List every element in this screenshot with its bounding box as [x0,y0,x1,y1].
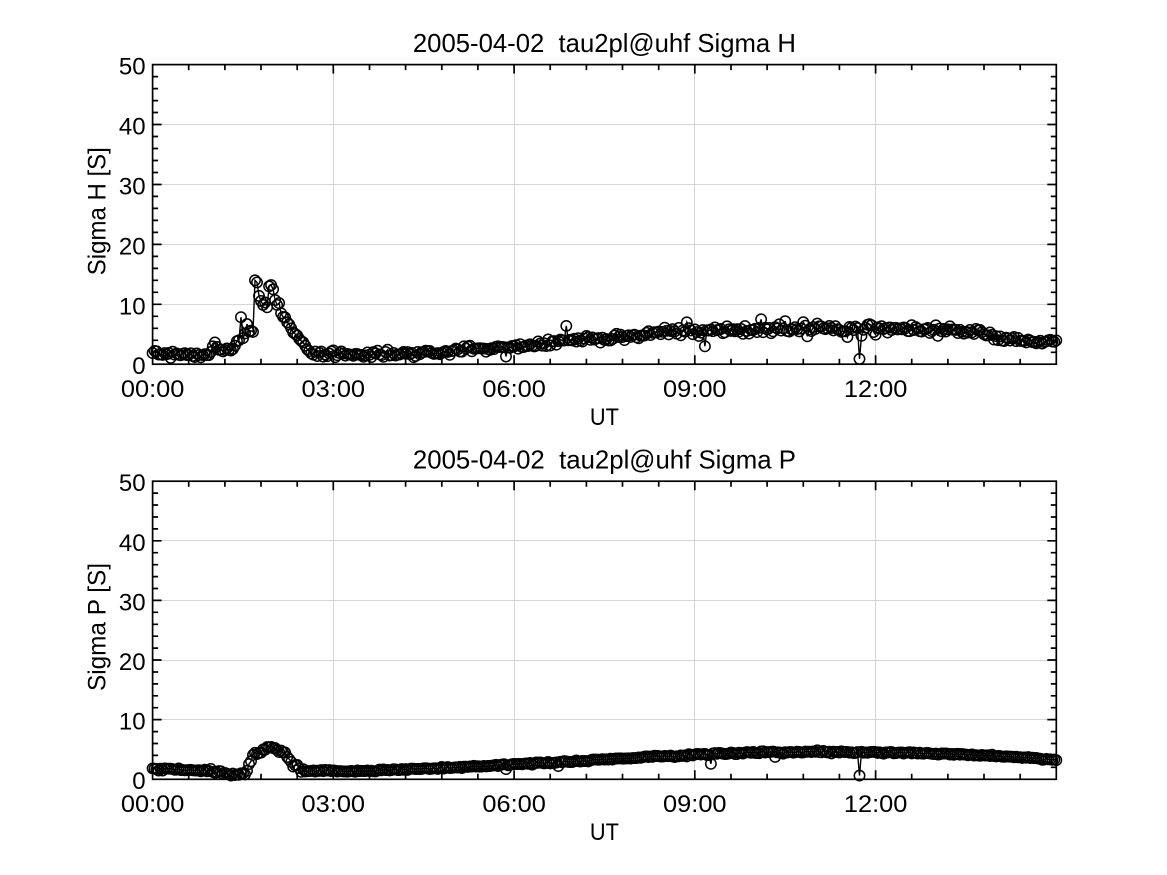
svg-text:10: 10 [119,293,146,320]
svg-text:30: 30 [119,174,146,201]
svg-text:00:00: 00:00 [121,791,185,818]
svg-text:09:00: 09:00 [663,376,727,403]
svg-text:Sigma P [S]: Sigma P [S] [84,563,112,691]
svg-text:0: 0 [132,353,145,380]
svg-text:30: 30 [119,589,146,616]
svg-text:20: 20 [119,649,146,676]
svg-text:03:00: 03:00 [302,376,366,403]
svg-text:Sigma H [S]: Sigma H [S] [84,147,112,275]
svg-text:12:00: 12:00 [844,376,908,403]
svg-text:2005-04-02 tau2pl@uhf Sigma H: 2005-04-02 tau2pl@uhf Sigma H [413,28,796,58]
svg-text:00:00: 00:00 [121,376,185,403]
svg-text:03:00: 03:00 [302,791,366,818]
svg-text:20: 20 [119,233,146,260]
svg-text:50: 50 [119,54,146,81]
svg-text:06:00: 06:00 [482,376,546,403]
svg-text:50: 50 [119,470,146,497]
svg-text:12:00: 12:00 [844,791,908,818]
svg-text:10: 10 [119,709,146,736]
svg-text:2005-04-02 tau2pl@uhf Sigma P: 2005-04-02 tau2pl@uhf Sigma P [413,445,796,475]
svg-text:0: 0 [132,768,145,795]
svg-text:40: 40 [119,114,146,141]
svg-text:06:00: 06:00 [482,791,546,818]
svg-text:UT: UT [590,404,619,431]
svg-text:09:00: 09:00 [663,791,727,818]
svg-text:UT: UT [590,819,619,846]
svg-text:40: 40 [119,530,146,557]
